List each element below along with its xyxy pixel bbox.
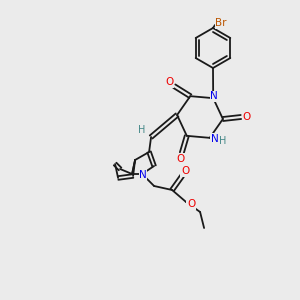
Text: N: N bbox=[210, 91, 218, 101]
Text: O: O bbox=[165, 77, 173, 87]
Text: H: H bbox=[219, 136, 226, 146]
Text: Br: Br bbox=[215, 18, 227, 28]
Text: O: O bbox=[187, 199, 195, 209]
Text: H: H bbox=[138, 125, 146, 135]
Text: O: O bbox=[181, 166, 189, 176]
Text: N: N bbox=[139, 170, 147, 180]
Text: O: O bbox=[177, 154, 185, 164]
Text: O: O bbox=[243, 112, 251, 122]
Text: N: N bbox=[211, 134, 219, 144]
